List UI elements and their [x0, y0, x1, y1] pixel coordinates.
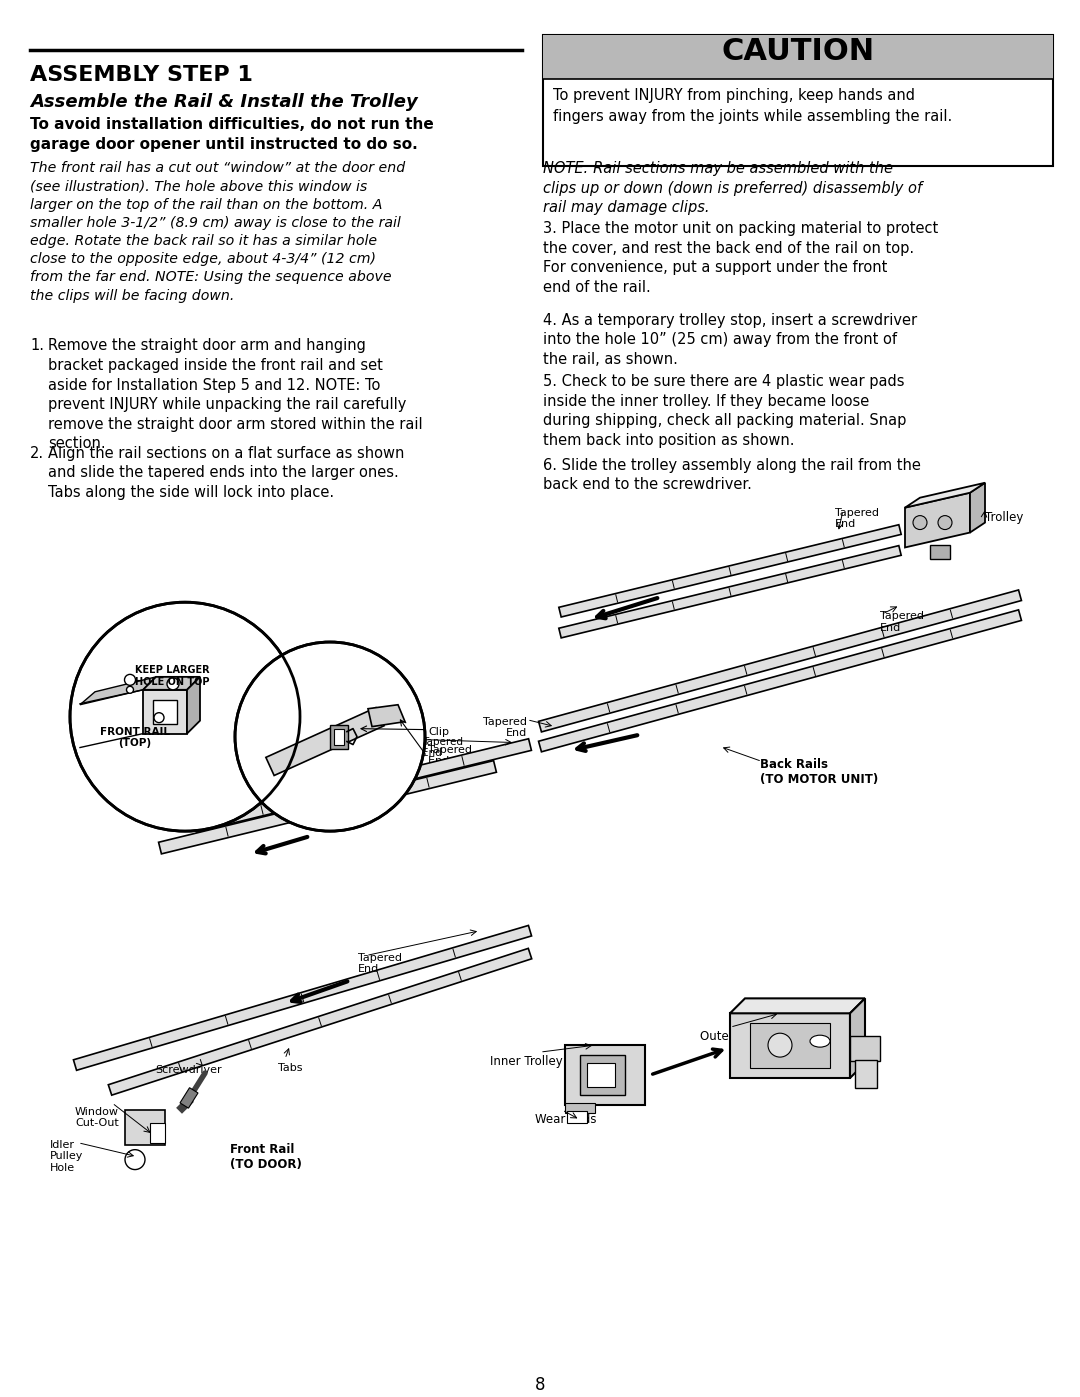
Circle shape — [126, 686, 134, 693]
Bar — [180, 1088, 198, 1108]
Circle shape — [124, 675, 135, 686]
Bar — [565, 1102, 595, 1113]
Bar — [750, 1023, 831, 1069]
Polygon shape — [266, 708, 384, 775]
Text: Window
Cut-Out: Window Cut-Out — [75, 1106, 119, 1129]
Ellipse shape — [810, 1035, 831, 1048]
Polygon shape — [108, 949, 531, 1095]
Text: Back Rails
(TO MOTOR UNIT): Back Rails (TO MOTOR UNIT) — [760, 759, 878, 787]
Text: The front rail has a cut out “window” at the door end
(see illustration). The ho: The front rail has a cut out “window” at… — [30, 161, 405, 303]
Bar — [150, 1123, 165, 1143]
Text: NOTE: Rail sections may be assembled with the
clips up or down (down is preferre: NOTE: Rail sections may be assembled wit… — [543, 161, 922, 215]
Text: Outer Trolley: Outer Trolley — [700, 1030, 775, 1044]
Polygon shape — [905, 483, 985, 507]
Polygon shape — [368, 704, 405, 726]
Bar — [334, 729, 345, 745]
Bar — [543, 35, 1053, 166]
Circle shape — [235, 643, 426, 831]
Bar — [330, 725, 348, 749]
Polygon shape — [73, 925, 531, 1070]
Text: Align the rail sections on a flat surface as shown
and slide the tapered ends in: Align the rail sections on a flat surfac… — [48, 446, 404, 500]
Text: Tabs: Tabs — [278, 1063, 302, 1073]
Text: ASSEMBLY STEP 1: ASSEMBLY STEP 1 — [30, 64, 253, 85]
Polygon shape — [159, 760, 497, 854]
Text: CAUTION: CAUTION — [721, 36, 875, 66]
Text: 1.: 1. — [30, 338, 44, 353]
Text: Tapered
End: Tapered End — [357, 953, 402, 974]
Bar — [125, 1109, 165, 1144]
Text: KEEP LARGER
HOLE ON TOP: KEEP LARGER HOLE ON TOP — [135, 665, 210, 686]
Bar — [930, 545, 950, 559]
Text: Tapered
End: Tapered End — [422, 736, 463, 759]
Bar — [588, 1063, 615, 1087]
Polygon shape — [558, 525, 901, 617]
Polygon shape — [905, 493, 970, 548]
Text: 3. Place the motor unit on packing material to protect
the cover, and rest the b: 3. Place the motor unit on packing mater… — [543, 221, 939, 295]
Bar — [855, 1060, 877, 1088]
Bar — [543, 35, 1053, 78]
Text: 4. As a temporary trolley stop, insert a screwdriver
into the hole 10” (25 cm) a: 4. As a temporary trolley stop, insert a… — [543, 313, 917, 366]
Text: Wear Pads: Wear Pads — [535, 1113, 596, 1126]
Polygon shape — [558, 546, 901, 638]
Text: Tapered
End: Tapered End — [880, 610, 924, 633]
Bar — [143, 690, 187, 733]
Polygon shape — [730, 999, 865, 1013]
Polygon shape — [80, 678, 156, 704]
Polygon shape — [730, 1013, 850, 1078]
Circle shape — [70, 602, 300, 831]
Text: Trolley: Trolley — [985, 511, 1024, 524]
Text: Screwdriver: Screwdriver — [156, 1065, 221, 1076]
Text: To avoid installation difficulties, do not run the
garage door opener until inst: To avoid installation difficulties, do n… — [30, 117, 434, 152]
Circle shape — [154, 712, 164, 722]
Text: Front Rail
(TO DOOR): Front Rail (TO DOOR) — [230, 1143, 302, 1171]
Polygon shape — [143, 678, 200, 690]
Bar — [153, 700, 177, 724]
Circle shape — [768, 1034, 792, 1058]
Bar — [567, 1111, 588, 1123]
Text: 5. Check to be sure there are 4 plastic wear pads
inside the inner trolley. If t: 5. Check to be sure there are 4 plastic … — [543, 374, 906, 448]
Text: Inner Trolley: Inner Trolley — [490, 1055, 563, 1069]
Polygon shape — [187, 678, 200, 733]
Text: FRONT RAIL
(TOP): FRONT RAIL (TOP) — [100, 726, 170, 749]
Circle shape — [939, 515, 951, 529]
Text: Clip: Clip — [428, 726, 449, 736]
Text: Tapered
End: Tapered End — [483, 717, 527, 738]
Text: Remove the straight door arm and hanging
bracket packaged inside the front rail : Remove the straight door arm and hanging… — [48, 338, 422, 451]
Bar — [850, 1037, 880, 1062]
Circle shape — [913, 515, 927, 529]
Bar — [565, 1045, 645, 1105]
Text: Assemble the Rail & Install the Trolley: Assemble the Rail & Install the Trolley — [30, 92, 418, 110]
Polygon shape — [539, 590, 1022, 732]
Text: 6. Slide the trolley assembly along the rail from the
back end to the screwdrive: 6. Slide the trolley assembly along the … — [543, 458, 921, 492]
Polygon shape — [970, 483, 985, 532]
Polygon shape — [539, 610, 1022, 752]
Circle shape — [125, 1150, 145, 1169]
Text: Tapered
End of
Rail: Tapered End of Rail — [428, 745, 472, 778]
Circle shape — [167, 678, 179, 690]
Polygon shape — [850, 999, 865, 1078]
Text: To prevent INJURY from pinching, keep hands and
fingers away from the joints whi: To prevent INJURY from pinching, keep ha… — [553, 88, 953, 123]
Text: 2.: 2. — [30, 446, 44, 461]
Text: Tapered
End: Tapered End — [835, 507, 879, 529]
Bar — [580, 1055, 625, 1095]
Text: Idler
Pulley
Hole: Idler Pulley Hole — [50, 1140, 83, 1173]
Text: 8: 8 — [535, 1376, 545, 1394]
Polygon shape — [193, 739, 531, 833]
